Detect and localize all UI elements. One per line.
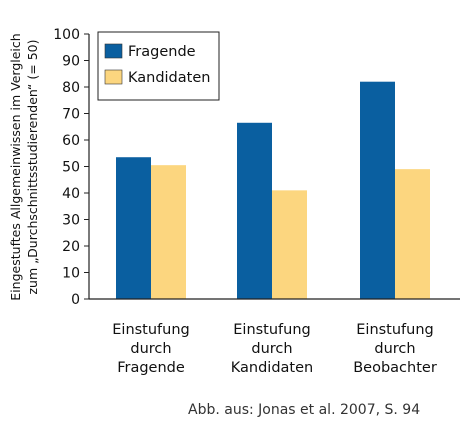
x-axis-categories: Einstufung durch Fragende Einstufung durch Ka… [112,322,437,376]
bar-fragende-2 [237,122,272,300]
category-label: durch [251,341,292,357]
y-axis-label: Eingestuftes Allgemeinwissen im Vergleic… [8,33,40,300]
legend-box [97,31,220,101]
figure-caption: Abb. aus: Jonas et al. 2007, S. 94 [188,402,421,418]
legend: Fragende Kandidaten [97,31,220,101]
category-label: Einstufung [233,322,311,338]
bar-fragende-3 [360,81,395,299]
axes [88,34,460,300]
y-tick-label: 10 [62,266,80,282]
y-tick-label: 90 [62,54,80,70]
y-axis-title: Eingestuftes Allgemeinwissen im Vergleic… [8,33,23,300]
y-tick-label: 60 [62,133,80,149]
legend-label: Fragende [128,44,196,60]
y-tick-label: 70 [62,107,80,123]
bar-kandidaten-1 [151,165,186,299]
legend-swatch-fragende [104,43,123,59]
category-label: Einstufung [356,322,434,338]
bars [116,81,430,300]
category-label: durch [374,341,415,357]
category-label: Einstufung [112,322,190,338]
category-label: Fragende [117,360,185,376]
bar-fragende-1 [116,157,151,299]
y-tick-label: 40 [62,186,80,202]
y-tick-label: 20 [62,239,80,255]
y-axis-title: zum „Durchschnittsstudierenden“ (= 50) [25,40,40,295]
legend-label: Kandidaten [128,70,210,86]
y-axis-ticks: 0 10 20 30 40 50 60 70 80 90 100 [53,27,89,308]
category-label: Kandidaten [231,360,313,376]
bar-kandidaten-2 [272,190,307,299]
y-tick-label: 0 [71,292,80,308]
y-tick-label: 100 [53,27,80,43]
bar-kandidaten-3 [395,169,430,299]
y-tick-label: 80 [62,80,80,96]
category-label: durch [130,341,171,357]
y-tick-label: 30 [62,213,80,229]
y-tick-label: 50 [62,160,80,176]
category-label: Beobachter [353,360,437,376]
legend-swatch-kandidaten [104,69,123,85]
